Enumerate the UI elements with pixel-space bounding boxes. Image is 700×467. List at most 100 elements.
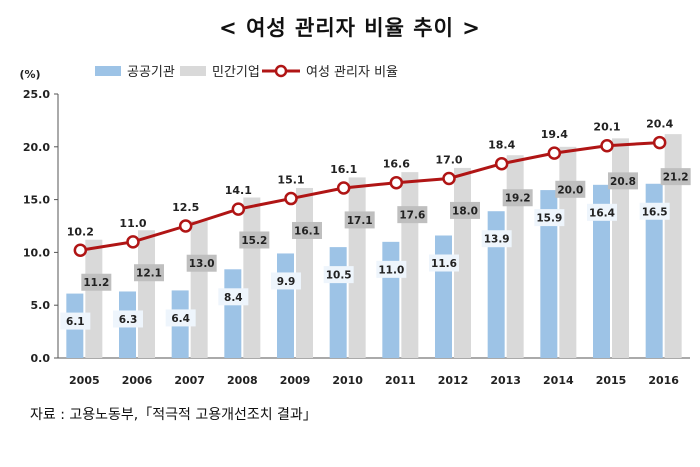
legend-swatch-public [95,66,121,76]
bar-public [593,184,610,358]
data-label-bg-private [239,231,270,249]
x-tick-label: 2013 [490,374,521,387]
data-label-public: 10.5 [326,270,352,282]
data-label-bg-private [555,180,586,198]
data-label-private: 16.1 [294,225,320,237]
point-rate [600,138,614,153]
y-tick-label: 20.0 [23,141,50,154]
x-tick-label: 2012 [438,374,469,387]
bar-private [138,230,155,358]
y-axis-unit: (%) [19,68,40,81]
y-tick-label: 15.0 [23,194,50,207]
chart: 0.0 5.0 10.0 15.0 20.0 25.0 (%) 공공기관 민간기업 여성 관리자 … [19,64,691,387]
bar-public [329,247,347,358]
x-tick-label: 2006 [122,374,153,387]
data-label-rate: 14.1 [225,184,252,197]
data-label-private: 12.1 [136,268,162,280]
data-label-rate: 20.4 [646,118,673,131]
data-label-bg-public [323,266,354,284]
point-rate [336,181,351,195]
data-label-bg-private [502,189,533,207]
data-label-bg-public [271,272,301,290]
data-label-private: 13.0 [189,258,215,270]
bar-private [559,146,577,358]
bar-private [506,155,524,358]
source-note: 자료 : 고용노동부,「적극적 고용개선조치 결과」 [30,407,317,423]
data-label-rate: 11.0 [119,217,146,230]
bar-private [243,197,261,358]
bar-public [645,183,663,358]
point-rate [389,175,404,190]
legend-label-private: 민간기업 [212,65,260,80]
x-tick-label: 2011 [385,374,416,387]
line-rate [80,141,660,252]
bar-public [435,235,452,358]
point-rate [284,191,298,206]
x-tick-label: 2005 [69,374,100,387]
bar-public [224,269,242,358]
bar-public [540,190,558,358]
point-rate [73,243,88,258]
data-label-public: 9.9 [277,276,296,288]
point-rate [547,146,562,160]
legend-swatch-private [180,66,206,76]
data-label-public: 6.4 [171,313,190,325]
data-label-bg-public [639,202,670,220]
legend-marker-rate [274,64,288,78]
data-label-bg-public [376,260,407,278]
data-label-private: 15.2 [241,235,267,247]
data-label-bg-private [450,201,480,219]
data-label-public: 6.1 [66,316,85,328]
data-label-bg-private [186,254,217,272]
legend-label-public: 공공기관 [127,65,175,80]
x-tick-label: 2007 [174,374,205,387]
x-tick-label: 2009 [280,374,311,387]
data-label-bg-private [660,168,691,186]
x-tick-label: 2014 [543,374,574,387]
data-label-public: 11.0 [378,264,404,276]
data-label-bg-public [113,310,143,328]
bar-private [612,138,629,358]
data-label-bg-public [481,230,512,248]
data-label-private: 17.6 [399,210,425,222]
bar-private [190,220,208,358]
data-label-rate: 17.0 [435,153,462,166]
data-label-rate: 20.1 [593,121,620,134]
chart-title: < 여성 관리자 비율 추이 > [219,16,481,40]
y-tick-label: 0.0 [31,352,51,365]
y-tick-label: 5.0 [31,299,51,312]
data-label-bg-public [165,309,196,327]
x-tick-label: 2015 [596,374,627,387]
data-label-bg-private [397,206,428,224]
data-label-private: 11.2 [83,277,109,289]
point-rate [494,156,509,171]
bar-private [85,239,103,358]
point-rate [126,235,140,249]
data-label-private: 21.2 [663,172,689,184]
point-rate [442,171,456,186]
data-label-rate: 18.4 [488,139,515,152]
data-label-private: 20.0 [557,184,583,196]
data-label-private: 20.8 [610,176,636,188]
point-rate [178,219,193,233]
data-label-public: 16.4 [589,207,615,219]
data-label-private: 18.0 [452,205,478,217]
x-tick-label: 2008 [227,374,258,387]
data-label-bg-public [60,312,91,330]
data-label-bg-public [587,203,617,221]
data-label-rate: 10.2 [67,225,94,238]
data-label-rate: 16.1 [330,163,357,176]
data-label-public: 16.5 [642,206,668,218]
data-label-rate: 12.5 [172,201,199,214]
data-label-private: 19.2 [505,193,531,205]
data-label-public: 8.4 [224,292,243,304]
data-label-bg-public [218,288,249,306]
data-label-bg-private [608,172,638,190]
y-tick-label: 25.0 [23,88,50,101]
data-label-bg-public [429,254,459,272]
bar-private [664,134,682,358]
data-label-public: 13.9 [484,234,510,246]
data-label-rate: 15.1 [277,174,304,187]
data-label-public: 11.6 [431,258,457,270]
